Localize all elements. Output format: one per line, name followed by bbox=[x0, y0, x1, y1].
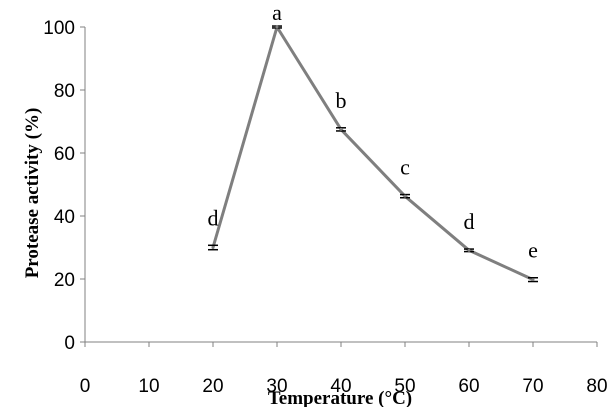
data-point bbox=[403, 194, 407, 198]
axes bbox=[80, 26, 598, 347]
significance-label: d bbox=[208, 205, 219, 230]
data-point bbox=[211, 246, 215, 249]
x-tick-label: 80 bbox=[586, 376, 607, 397]
x-tick-label: 50 bbox=[394, 376, 415, 397]
x-tick-label: 40 bbox=[330, 376, 351, 397]
y-tick-label: 60 bbox=[54, 144, 75, 165]
y-tick-label: 80 bbox=[54, 81, 75, 102]
significance-label: a bbox=[272, 0, 282, 25]
tick-labels: 0 20 40 60 80 100 0 10 20 30 40 50 60 70 80 bbox=[43, 18, 607, 397]
significance-label: b bbox=[336, 88, 347, 113]
data-point bbox=[339, 127, 343, 131]
data-point bbox=[275, 25, 279, 29]
y-tick-label: 20 bbox=[54, 270, 75, 291]
x-tick-label: 60 bbox=[458, 376, 479, 397]
x-tick-label: 70 bbox=[522, 376, 543, 397]
data-point bbox=[531, 278, 535, 282]
y-tick-label: 100 bbox=[43, 18, 75, 39]
x-tick-label: 20 bbox=[202, 376, 223, 397]
y-tick-label: 0 bbox=[64, 333, 75, 354]
significance-label: e bbox=[528, 238, 538, 263]
significance-label: c bbox=[400, 155, 410, 180]
y-axis-title: Protease activity (%) bbox=[22, 108, 43, 279]
y-tick-label: 40 bbox=[54, 207, 75, 228]
series-line bbox=[211, 25, 534, 281]
x-tick-label: 10 bbox=[138, 376, 159, 397]
x-tick-label: 0 bbox=[80, 376, 91, 397]
significance-label: d bbox=[464, 209, 475, 234]
x-tick-label: 30 bbox=[266, 376, 287, 397]
data-point bbox=[467, 248, 471, 252]
x-axis-title: Temperature (°C) bbox=[268, 388, 412, 407]
plot-area: d a b c d e bbox=[208, 0, 538, 283]
